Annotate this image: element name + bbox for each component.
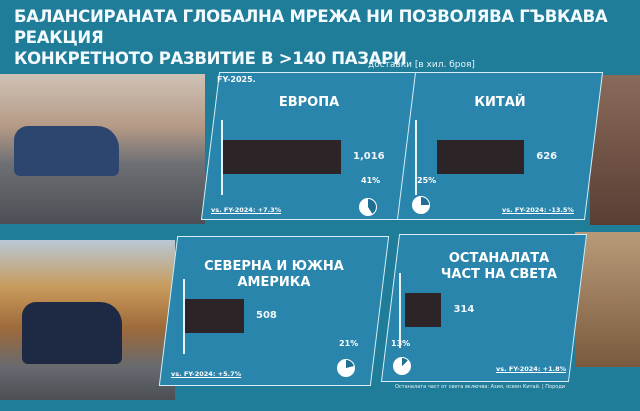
share-pie-icon xyxy=(412,196,430,214)
share-percent: 25% xyxy=(417,176,437,185)
share-pie-icon xyxy=(359,198,377,216)
region-panel: FY-2025. ЕВРОПА 1,016 41% vs. FY-2024: +… xyxy=(200,72,418,220)
share-pie-icon xyxy=(393,357,411,375)
car-photo-suv xyxy=(0,74,205,224)
period-label: FY-2025. xyxy=(217,75,256,84)
bar-value: 314 xyxy=(453,304,475,315)
bar-value: 1,016 xyxy=(353,151,385,162)
region-title: КИТАЙ xyxy=(474,95,526,110)
share-percent: 21% xyxy=(339,339,359,348)
share-pie-icon xyxy=(337,359,355,377)
region-panel: КИТАЙ 626 25% vs. FY-2024: -13.5% xyxy=(396,72,604,220)
bar-value: 508 xyxy=(256,310,277,321)
bar-axis xyxy=(399,273,401,348)
bar-2 xyxy=(185,299,244,333)
bar-0 xyxy=(223,140,341,174)
car-photo-sedan xyxy=(0,240,175,400)
region-panel: СЕВЕРНА И ЮЖНА АМЕРИКА 508 21% vs. FY-20… xyxy=(158,236,390,386)
region-title: СЕВЕРНА И ЮЖНА АМЕРИКА xyxy=(204,259,344,290)
yoy-comparison: vs. FY-2024: +5.7% xyxy=(171,370,242,378)
share-percent: 13% xyxy=(391,339,411,348)
footnote: Останалата част от света включва: Азия, … xyxy=(395,384,566,390)
slide-title: БАЛАНСИРАНАТА ГЛОБАЛНА МРЕЖА НИ ПОЗВОЛЯВ… xyxy=(14,7,608,68)
photo-landscape xyxy=(575,232,640,367)
bar-1 xyxy=(437,140,525,174)
unit-label: доставки [в хил. броя] xyxy=(368,60,475,70)
yoy-comparison: vs. FY-2024: -13.5% xyxy=(502,206,574,214)
yoy-comparison: vs. FY-2024: +1.8% xyxy=(496,365,567,373)
region-panel: ОСТАНАЛАТА ЧАСТ НА СВЕТА 314 13% vs. FY-… xyxy=(380,234,588,382)
region-title: ЕВРОПА xyxy=(278,95,340,110)
share-percent: 41% xyxy=(361,176,381,185)
yoy-comparison: vs. FY-2024: +7.3% xyxy=(211,206,282,214)
region-title: ОСТАНАЛАТА ЧАСТ НА СВЕТА xyxy=(440,251,558,282)
bar-value: 626 xyxy=(536,151,558,162)
bar-3 xyxy=(405,293,442,327)
